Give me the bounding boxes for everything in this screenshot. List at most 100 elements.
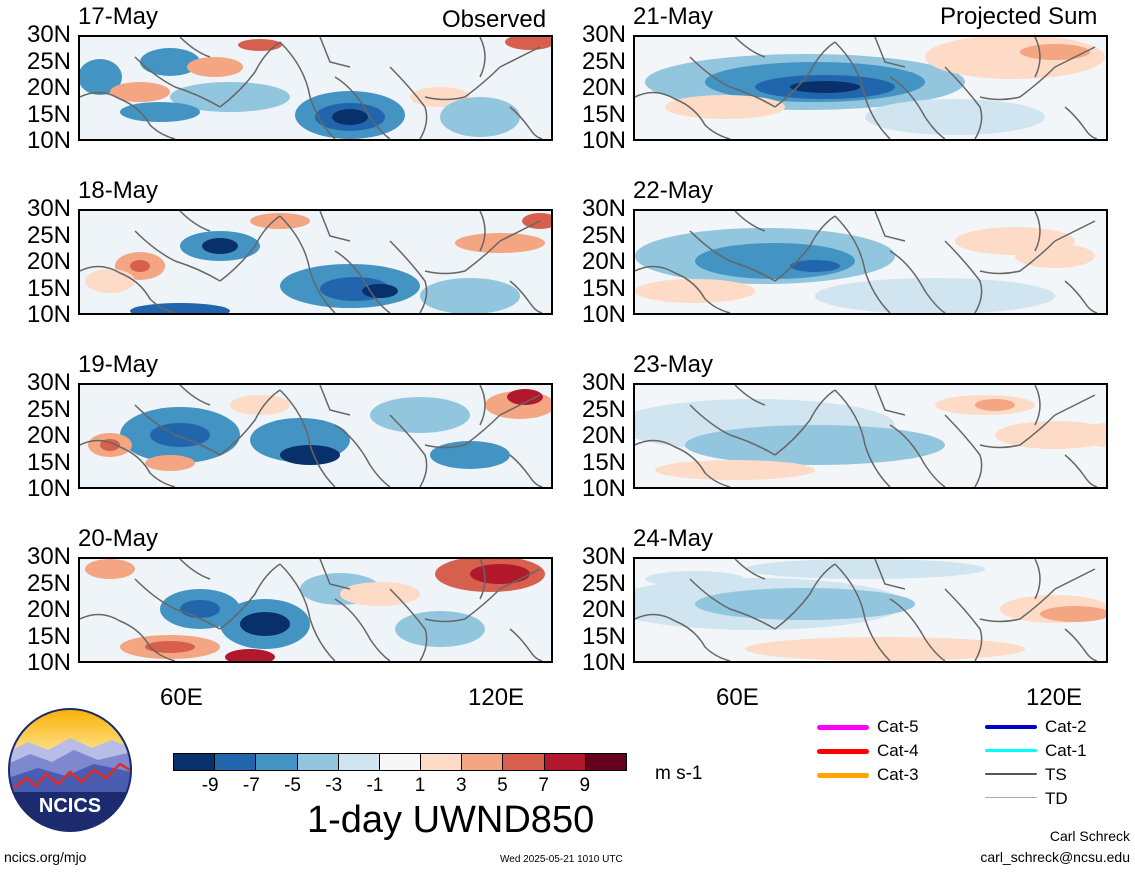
colorbar-swatch	[214, 753, 257, 771]
lat-label: 20N	[26, 74, 71, 101]
lat-label: 10N	[26, 649, 71, 676]
lat-label: 25N	[26, 569, 71, 597]
wind-anomaly-map	[80, 385, 551, 487]
lat-label: 30N	[581, 195, 626, 222]
colorbar-swatch	[296, 753, 339, 771]
lat-label: 10N	[26, 127, 71, 154]
lat-label: 20N	[26, 422, 71, 449]
legend-line-cat5	[817, 725, 869, 730]
lat-label: 25N	[26, 47, 71, 75]
lat-label: 30N	[581, 369, 626, 396]
panel-date-24may: 24-May	[633, 525, 714, 552]
lat-label: 15N	[581, 274, 626, 302]
colorbar-tick-label: 1	[414, 775, 426, 796]
colorbar-title: 1-day UWND850	[307, 799, 595, 841]
lat-label: 20N	[581, 596, 626, 623]
lat-label: 25N	[581, 569, 626, 597]
lat-label: 30N	[26, 369, 71, 396]
lon-label-120e-left: 120E	[468, 684, 525, 711]
lat-label: 25N	[26, 221, 71, 249]
wind-anomaly-map	[80, 211, 551, 313]
lat-label: 10N	[26, 475, 71, 502]
lat-label: 15N	[26, 274, 71, 302]
map-panel-18may	[78, 209, 553, 315]
panel-date-20may: 20-May	[78, 525, 159, 552]
panel-date-17may: 17-May	[78, 3, 159, 30]
legend-label-cat3: Cat-3	[877, 765, 919, 784]
map-panel-21may	[633, 35, 1108, 141]
colorbar-swatch	[420, 753, 463, 771]
lat-label: 30N	[26, 21, 71, 48]
colorbar-tick-label: 7	[538, 775, 549, 796]
legend-label-ts: TS	[1045, 765, 1067, 784]
map-panel-23may	[633, 383, 1108, 489]
footer-website[interactable]: ncics.org/mjo	[4, 849, 87, 865]
colorbar-swatch	[378, 753, 422, 771]
colorbar-tick-label: -7	[242, 775, 260, 796]
lat-label: 10N	[581, 127, 626, 154]
panel-date-19may: 19-May	[78, 351, 159, 378]
colorbar-swatch	[502, 753, 545, 771]
lon-label-60e-right: 60E	[716, 684, 759, 711]
lat-label: 25N	[581, 395, 626, 423]
wind-anomaly-map	[635, 211, 1106, 313]
map-panel-24may	[633, 557, 1108, 663]
colorbar	[173, 753, 627, 771]
lat-label: 15N	[581, 100, 626, 128]
lat-label: 20N	[581, 74, 626, 101]
colorbar-swatch	[337, 753, 380, 771]
colorbar-units: m s-1	[655, 763, 703, 784]
lat-label: 15N	[26, 622, 71, 650]
map-panel-20may	[78, 557, 553, 663]
colorbar-tick-label: -5	[284, 775, 301, 796]
footer-author: Carl Schreck	[1049, 828, 1130, 844]
lat-label: 20N	[26, 596, 71, 623]
colorbar-swatch	[584, 753, 627, 771]
ncics-logo: NCICS	[8, 708, 132, 832]
lat-label: 15N	[581, 448, 626, 476]
legend-line-ts	[985, 773, 1037, 775]
colorbar-tick-label: 5	[497, 775, 508, 796]
lon-label-120e-right: 120E	[1026, 684, 1083, 711]
legend-line-cat2	[985, 725, 1037, 729]
legend-line-cat4	[817, 749, 869, 754]
wind-anomaly-map	[635, 385, 1106, 487]
legend-label-cat4: Cat-4	[877, 741, 919, 760]
lat-label: 30N	[581, 543, 626, 570]
legend-label-cat2: Cat-2	[1045, 717, 1087, 736]
panel-date-23may: 23-May	[633, 351, 714, 378]
wind-anomaly-map	[635, 559, 1106, 661]
colorbar-swatch	[543, 753, 586, 771]
legend-line-cat1	[985, 749, 1037, 752]
wind-anomaly-map	[635, 37, 1106, 139]
colorbar-swatch	[173, 753, 216, 771]
lat-label: 10N	[581, 301, 626, 328]
projected-label: Projected Sum	[940, 3, 1098, 30]
lat-label: 25N	[26, 395, 71, 423]
lat-label: 15N	[26, 448, 71, 476]
wind-anomaly-map	[80, 559, 551, 661]
map-panel-19may	[78, 383, 553, 489]
legend-line-td	[985, 797, 1037, 798]
legend-label-cat5: Cat-5	[877, 717, 919, 736]
colorbar-tick-label: -1	[366, 775, 384, 796]
wind-anomaly-map	[80, 37, 551, 139]
lat-label: 10N	[581, 475, 626, 502]
lat-label: 30N	[26, 543, 71, 570]
colorbar-tick-label: 3	[455, 775, 467, 796]
colorbar-tick-label: 9	[579, 775, 591, 796]
lat-label: 10N	[581, 649, 626, 676]
panel-date-21may: 21-May	[633, 3, 714, 30]
legend-label-cat1: Cat-1	[1045, 741, 1087, 760]
lon-label-60e-left: 60E	[160, 684, 203, 711]
colorbar-tick-label: -9	[201, 775, 219, 796]
footer-email[interactable]: carl_schreck@ncsu.edu	[980, 849, 1130, 865]
lat-label: 15N	[581, 622, 626, 650]
lat-label: 25N	[581, 47, 626, 75]
legend-label-td: TD	[1045, 789, 1068, 808]
lat-label: 20N	[26, 248, 71, 275]
observed-label: Observed	[442, 6, 547, 33]
panel-date-22may: 22-May	[633, 177, 714, 204]
lat-label: 20N	[581, 422, 626, 449]
colorbar-swatch	[255, 753, 298, 771]
